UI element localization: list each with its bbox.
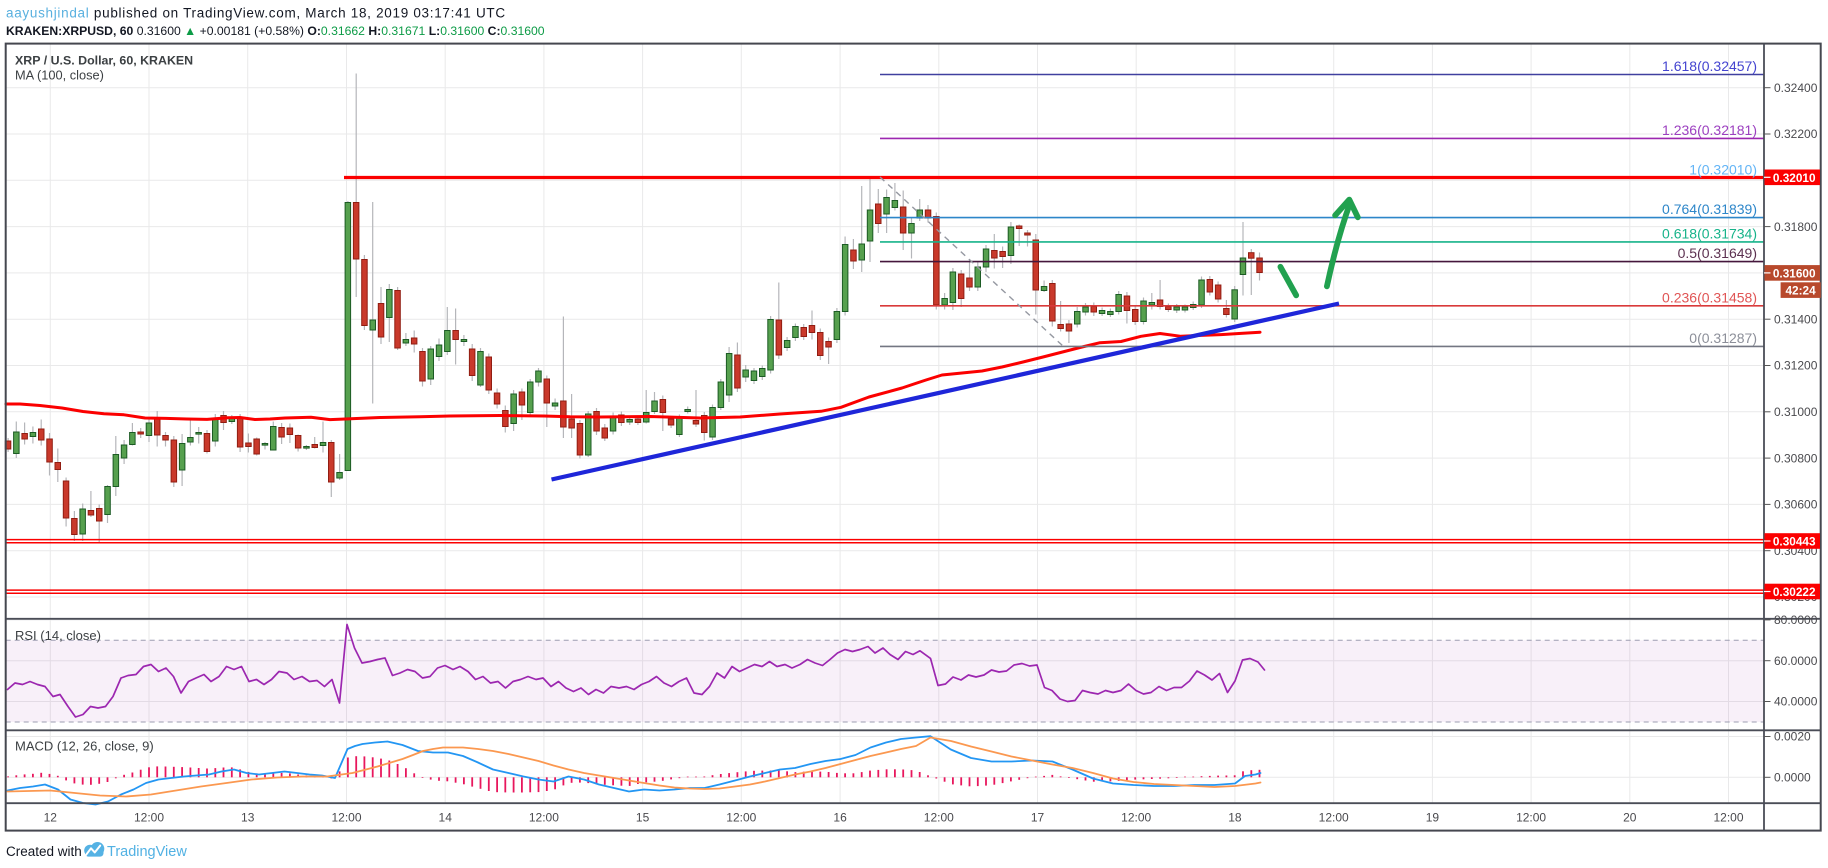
svg-text:XRP / U.S. Dollar, 60, KRAKEN: XRP / U.S. Dollar, 60, KRAKEN — [15, 54, 193, 68]
svg-text:12:00: 12:00 — [924, 811, 954, 825]
svg-text:0.30222: 0.30222 — [1773, 585, 1816, 599]
svg-text:0.32200: 0.32200 — [1774, 127, 1818, 141]
svg-text:MACD (12, 26, close, 9): MACD (12, 26, close, 9) — [15, 739, 154, 754]
svg-text:12:00: 12:00 — [331, 811, 361, 825]
svg-text:42:24: 42:24 — [1786, 284, 1817, 298]
svg-text:19: 19 — [1426, 811, 1440, 825]
svg-text:0.764(0.31839): 0.764(0.31839) — [1662, 201, 1757, 217]
svg-text:16: 16 — [833, 811, 847, 825]
svg-text:0(0.31287): 0(0.31287) — [1689, 330, 1757, 346]
svg-text:0.618(0.31734): 0.618(0.31734) — [1662, 225, 1757, 241]
svg-text:0.30800: 0.30800 — [1774, 451, 1818, 465]
svg-text:0.0020: 0.0020 — [1774, 730, 1811, 744]
svg-text:12:00: 12:00 — [1319, 811, 1349, 825]
svg-text:0.236(0.31458): 0.236(0.31458) — [1662, 289, 1757, 305]
svg-text:1(0.32010): 1(0.32010) — [1689, 162, 1757, 178]
svg-text:0.0000: 0.0000 — [1774, 771, 1811, 785]
svg-text:0.31800: 0.31800 — [1774, 220, 1818, 234]
svg-text:MA (100, close): MA (100, close) — [15, 68, 104, 83]
svg-text:80.0000: 80.0000 — [1774, 613, 1818, 627]
svg-text:KRAKEN:XRPUSD, 60 0.31600 ▲ +: KRAKEN:XRPUSD, 60 0.31600 ▲ +0.00181 (+0… — [6, 24, 545, 38]
svg-text:0.31000: 0.31000 — [1774, 405, 1818, 419]
svg-text:1.618(0.32457): 1.618(0.32457) — [1662, 58, 1757, 74]
svg-text:12:00: 12:00 — [134, 811, 164, 825]
svg-text:0.30600: 0.30600 — [1774, 498, 1818, 512]
svg-text:18: 18 — [1228, 811, 1242, 825]
svg-text:14: 14 — [439, 811, 453, 825]
svg-text:0.32010: 0.32010 — [1773, 171, 1816, 185]
svg-text:12:00: 12:00 — [1713, 811, 1743, 825]
svg-text:12:00: 12:00 — [726, 811, 756, 825]
svg-text:0.5(0.31649): 0.5(0.31649) — [1678, 245, 1757, 261]
svg-text:TradingView: TradingView — [107, 844, 187, 860]
svg-text:12: 12 — [44, 811, 58, 825]
svg-text:12:00: 12:00 — [1516, 811, 1546, 825]
svg-text:12:00: 12:00 — [1121, 811, 1151, 825]
svg-text:13: 13 — [241, 811, 255, 825]
svg-text:0.31600: 0.31600 — [1773, 266, 1816, 280]
svg-text:0.30443: 0.30443 — [1773, 535, 1816, 549]
svg-text:20: 20 — [1623, 811, 1637, 825]
svg-text:15: 15 — [636, 811, 650, 825]
svg-text:1.236(0.32181): 1.236(0.32181) — [1662, 122, 1757, 138]
svg-text:0.31400: 0.31400 — [1774, 312, 1818, 326]
svg-text:40.0000: 40.0000 — [1774, 695, 1818, 709]
svg-text:0.32400: 0.32400 — [1774, 81, 1818, 95]
svg-text:Created with: Created with — [6, 844, 82, 859]
svg-text:60.0000: 60.0000 — [1774, 654, 1818, 668]
svg-text:RSI (14, close): RSI (14, close) — [15, 628, 101, 643]
svg-text:12:00: 12:00 — [529, 811, 559, 825]
svg-text:aayushjindal published on Trad: aayushjindal published on TradingView.co… — [6, 6, 506, 21]
svg-text:17: 17 — [1031, 811, 1045, 825]
svg-text:0.31200: 0.31200 — [1774, 359, 1818, 373]
